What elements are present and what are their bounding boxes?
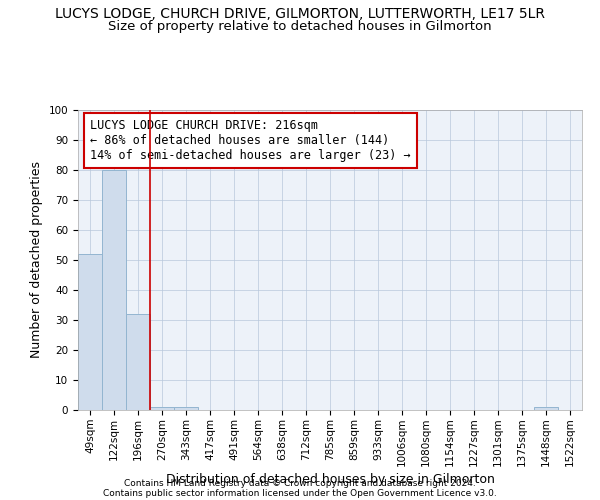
- Bar: [174, 407, 198, 410]
- Bar: [150, 407, 174, 410]
- Bar: [126, 314, 150, 410]
- Text: Size of property relative to detached houses in Gilmorton: Size of property relative to detached ho…: [108, 20, 492, 33]
- Bar: [78, 254, 102, 410]
- Y-axis label: Number of detached properties: Number of detached properties: [30, 162, 43, 358]
- Text: LUCYS LODGE, CHURCH DRIVE, GILMORTON, LUTTERWORTH, LE17 5LR: LUCYS LODGE, CHURCH DRIVE, GILMORTON, LU…: [55, 8, 545, 22]
- Text: Contains HM Land Registry data © Crown copyright and database right 2024.: Contains HM Land Registry data © Crown c…: [124, 478, 476, 488]
- Bar: [534, 407, 558, 410]
- Bar: [102, 170, 126, 410]
- Text: Contains public sector information licensed under the Open Government Licence v3: Contains public sector information licen…: [103, 488, 497, 498]
- X-axis label: Distribution of detached houses by size in Gilmorton: Distribution of detached houses by size …: [166, 474, 494, 486]
- Text: LUCYS LODGE CHURCH DRIVE: 216sqm
← 86% of detached houses are smaller (144)
14% : LUCYS LODGE CHURCH DRIVE: 216sqm ← 86% o…: [90, 119, 410, 162]
